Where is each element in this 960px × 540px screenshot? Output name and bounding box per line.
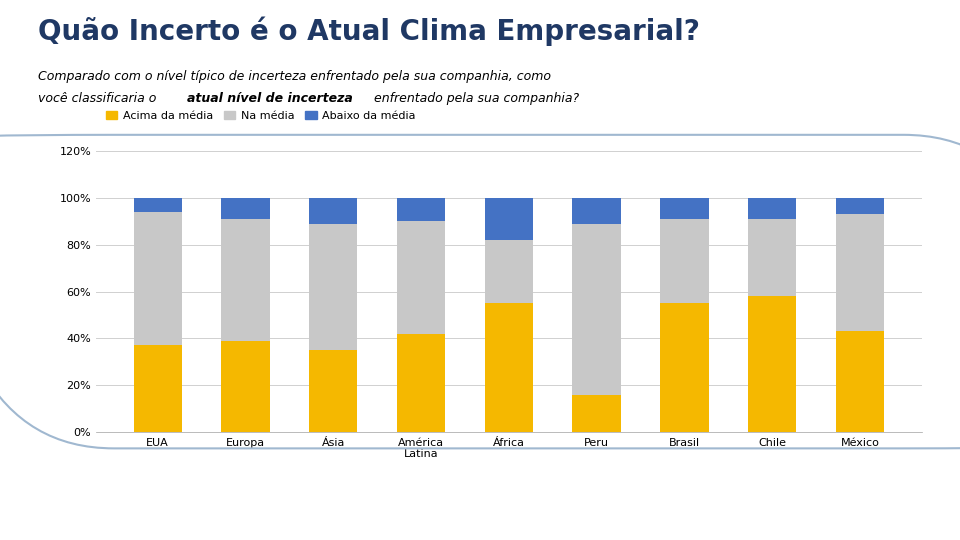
Bar — [748, 296, 796, 432]
Bar — [222, 219, 270, 341]
Bar — [485, 303, 533, 432]
Text: Junho 2017: Junho 2017 — [787, 508, 851, 518]
Bar — [309, 350, 357, 432]
Bar — [660, 303, 708, 432]
Bar — [836, 214, 884, 332]
Text: THE FUQUA: THE FUQUA — [847, 44, 891, 53]
Text: Comparado com o nível típico de incerteza enfrentado pela sua companhia, como: Comparado com o nível típico de incertez… — [38, 70, 551, 83]
Text: enfrentado pela sua companhia?: enfrentado pela sua companhia? — [370, 92, 579, 105]
Bar — [485, 198, 533, 240]
Text: SCHOOL: SCHOOL — [852, 56, 885, 65]
Bar — [222, 341, 270, 432]
Text: 10: 10 — [912, 506, 931, 520]
Text: DUKE: DUKE — [845, 26, 893, 41]
Legend: Acima da média, Na média, Abaixo da média: Acima da média, Na média, Abaixo da médi… — [102, 106, 420, 125]
Bar — [836, 198, 884, 214]
Text: Duke University / FGV / CFO Magazine: Duke University / FGV / CFO Magazine — [373, 508, 587, 518]
Text: você classificaria o: você classificaria o — [38, 92, 160, 105]
Bar — [133, 346, 181, 432]
Bar — [748, 198, 796, 219]
Bar — [660, 198, 708, 219]
Bar — [396, 198, 445, 221]
Bar — [133, 212, 181, 346]
Bar — [572, 395, 621, 432]
Bar — [572, 224, 621, 395]
Bar — [309, 224, 357, 350]
Bar — [309, 198, 357, 224]
Bar — [396, 334, 445, 432]
Text: atual nível de incerteza: atual nível de incerteza — [187, 92, 353, 105]
Bar — [485, 240, 533, 303]
Bar — [572, 198, 621, 224]
Bar — [748, 219, 796, 296]
Text: Perspectivas de Negócios na América Latina: Perspectivas de Negócios na América Lati… — [38, 508, 286, 518]
Bar — [133, 198, 181, 212]
Bar — [660, 219, 708, 303]
Text: OF BUSINESS: OF BUSINESS — [844, 67, 894, 76]
Bar — [836, 332, 884, 432]
Bar — [222, 198, 270, 219]
Bar — [396, 221, 445, 334]
Text: Quão Incerto é o Atual Clima Empresarial?: Quão Incerto é o Atual Clima Empresarial… — [38, 16, 700, 46]
